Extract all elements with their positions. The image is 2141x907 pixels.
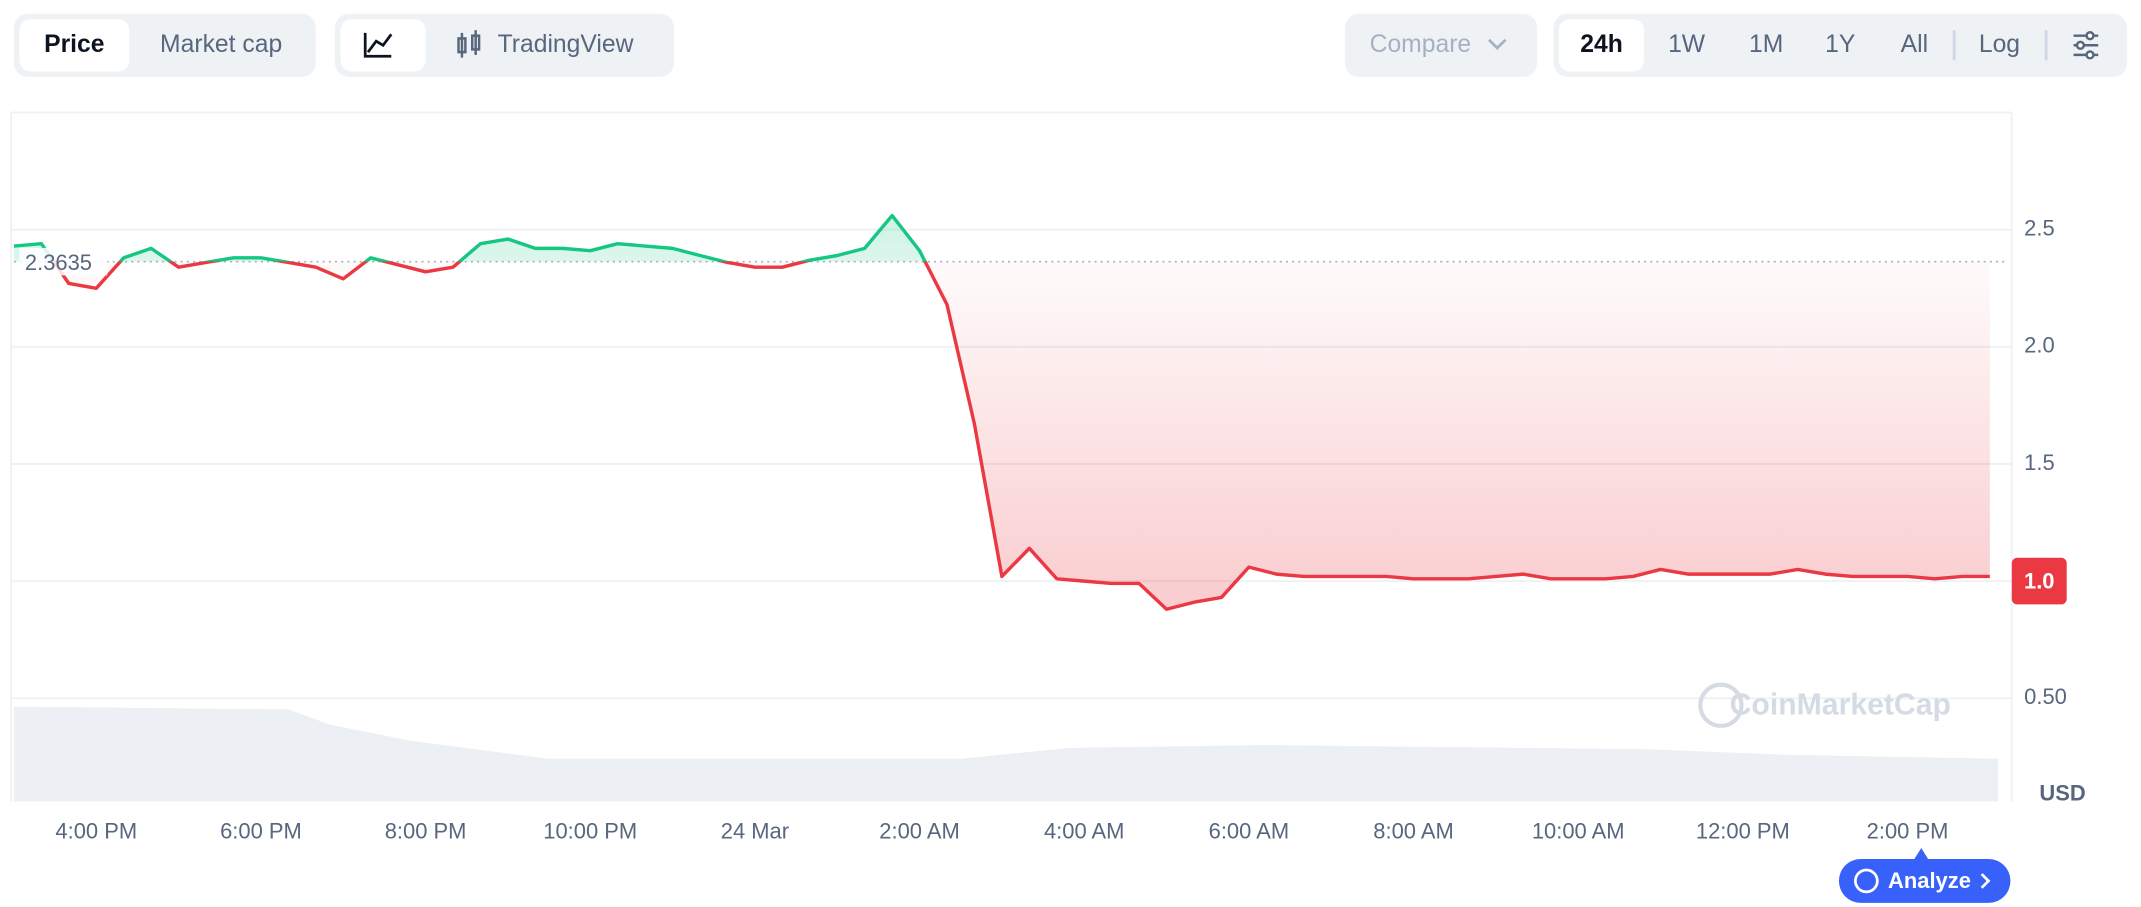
chevron xyxy=(1980,873,1991,889)
analyze-pointer xyxy=(1914,847,1929,859)
chevron xyxy=(1488,38,1507,50)
range-button[interactable]: 1Y xyxy=(1825,31,1855,58)
price-area xyxy=(13,215,1990,610)
current-price-badge xyxy=(2011,557,2067,605)
y-tick-label: 2.0 xyxy=(2024,333,2054,358)
reference-label: 2.3635 xyxy=(25,250,92,275)
x-tick-label: 2:00 AM xyxy=(879,819,960,844)
x-tick-label: 10:00 PM xyxy=(543,819,637,844)
price-button[interactable] xyxy=(19,19,130,72)
reference-label-bg xyxy=(19,247,108,276)
log-button[interactable]: Log xyxy=(1979,31,2020,58)
range-button[interactable]: 24h xyxy=(1580,31,1623,58)
range-button[interactable]: 1W xyxy=(1668,31,1706,58)
watermark: CoinMarketCap xyxy=(1730,689,1951,722)
analyze-label[interactable]: Analyze xyxy=(1888,868,1971,893)
settings-icon[interactable] xyxy=(2073,31,2099,60)
analyze-icon xyxy=(1854,868,1879,894)
y-tick-label: 0.50 xyxy=(2024,684,2067,709)
compare-label[interactable]: Compare xyxy=(1370,31,1472,58)
range-active xyxy=(1558,19,1645,72)
range-toggle xyxy=(1553,13,2128,77)
current-price-label: 1.0 xyxy=(2024,568,2054,593)
x-tick-label: 8:00 PM xyxy=(385,819,467,844)
candle-icon xyxy=(457,30,481,58)
trading-view-button[interactable]: TradingView xyxy=(498,31,634,58)
y-tick-label: 1.5 xyxy=(2024,450,2054,475)
x-tick-label: 6:00 PM xyxy=(220,819,302,844)
range-button[interactable]: All xyxy=(1901,31,1928,58)
watermark-logo xyxy=(1698,682,1744,728)
x-tick-label: 24 Mar xyxy=(721,819,789,844)
price-line xyxy=(13,213,1990,611)
range-button[interactable]: 1M xyxy=(1749,31,1783,58)
analyze-button[interactable] xyxy=(1838,858,2011,903)
x-tick-label: 2:00 PM xyxy=(1867,819,1949,844)
line-icon xyxy=(363,32,393,58)
x-tick-label: 4:00 AM xyxy=(1044,819,1125,844)
price-label[interactable]: Price xyxy=(44,31,104,58)
market-cap-button[interactable]: Market cap xyxy=(160,31,282,58)
x-tick-label: 10:00 AM xyxy=(1532,819,1625,844)
x-tick-label: 4:00 PM xyxy=(55,819,137,844)
x-tick-label: 6:00 AM xyxy=(1209,819,1290,844)
y-axis-label: USD xyxy=(2039,780,2085,805)
y-tick-label: 2.5 xyxy=(2024,215,2054,240)
x-tick-label: 8:00 AM xyxy=(1373,819,1454,844)
x-tick-label: 12:00 PM xyxy=(1696,819,1790,844)
volume-shape xyxy=(13,706,1999,802)
compare-button[interactable] xyxy=(1344,13,1538,77)
